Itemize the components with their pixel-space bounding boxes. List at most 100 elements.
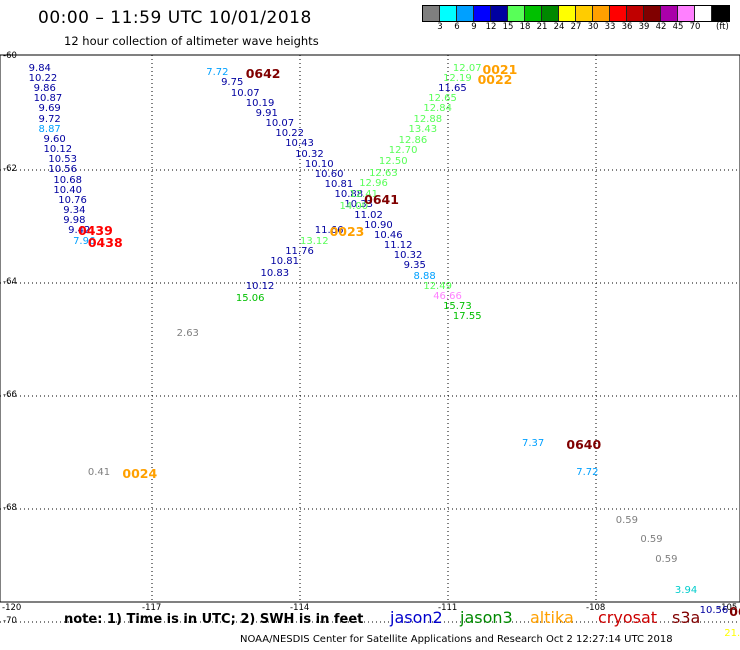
wave-height-value: 7.96 [73, 235, 96, 247]
wave-height-value: 11.12 [383, 240, 413, 252]
wave-height-value: 11.66 [314, 225, 344, 237]
longitude-label: -108 [586, 603, 606, 613]
wave-height-value: 12.41 [349, 189, 378, 201]
observation-time: 0642 [245, 66, 281, 82]
wave-height-value: 10.22 [28, 72, 58, 84]
legend-swatch [661, 6, 678, 21]
wave-height-value: 11.65 [438, 82, 467, 94]
legend-tick-label: 33 [604, 22, 616, 32]
wave-height-value: 10.43 [285, 138, 314, 150]
wave-height-value: 10.07 [230, 87, 260, 99]
wave-height-value: 10.81 [324, 179, 354, 191]
longitude-label: -114 [290, 603, 310, 613]
legend-swatch [593, 6, 610, 21]
legend-tick-label: 39 [638, 22, 650, 32]
wave-height-value: 13.12 [300, 235, 329, 247]
wave-height-value: 12.07 [452, 62, 482, 74]
longitude-label: -111 [438, 603, 458, 613]
wave-height-value: 10.87 [33, 93, 63, 105]
longitude-label: -105 [718, 603, 738, 613]
wave-height-value: 12.50 [378, 156, 408, 168]
wave-height-value: 9.84 [28, 62, 51, 74]
satellite-legend-altika: altika [530, 608, 574, 627]
wave-height-value: 9.86 [33, 82, 56, 94]
observation-time: 0640 [566, 437, 602, 453]
wave-height-value: 9.35 [403, 260, 426, 272]
legend-swatch [695, 6, 712, 21]
wave-height-value: 10.56 [48, 164, 78, 176]
observation-time: 0024 [122, 465, 158, 481]
wave-height-value: 0.59 [640, 534, 663, 546]
latitude-label: -66 [3, 390, 17, 400]
wave-height-value: 14.00 [339, 200, 369, 212]
wave-height-value: 10.12 [245, 280, 275, 292]
legend-swatch [576, 6, 593, 21]
wave-height-value: 46.66 [433, 290, 462, 302]
wave-height-value: 10.60 [314, 168, 344, 180]
legend-swatch [712, 6, 729, 21]
wave-height-value: 0.41 [87, 466, 111, 478]
legend-tick-label: 9 [471, 22, 477, 32]
wave-height-value: 10.56 [699, 605, 729, 617]
longitude-label: -120 [2, 603, 22, 613]
wave-height-value: 11.76 [285, 245, 314, 257]
satellite-legend-jason2: jason2 [390, 608, 443, 627]
latitude-label: -68 [3, 503, 17, 513]
wave-height-value: 9.72 [38, 113, 61, 125]
latitude-label: -70 [3, 616, 17, 626]
wave-height-value: 12.88 [413, 113, 443, 125]
legend-swatch [525, 6, 542, 21]
wave-height-value: 9.69 [38, 103, 61, 115]
wave-height-value: 10.32 [295, 148, 324, 160]
color-scale-legend [422, 5, 730, 22]
wave-height-value: 9.42 [68, 225, 91, 237]
wave-height-value: 7.37 [522, 438, 545, 450]
legend-swatch [559, 6, 576, 21]
observation-time: 063 [729, 604, 740, 620]
wave-height-value: 10.40 [53, 184, 82, 196]
wave-height-value: 12.70 [388, 145, 418, 157]
legend-tick-label: 36 [621, 22, 633, 32]
wave-height-value: 10.10 [304, 158, 334, 170]
legend-tick-label: 24 [553, 22, 565, 32]
wave-height-value: 8.88 [413, 270, 436, 282]
legend-tick-label: 15 [502, 22, 514, 32]
legend-swatch [457, 6, 474, 21]
legend-swatch [610, 6, 627, 21]
legend-tick-label: 45 [672, 22, 684, 32]
wave-height-value: 10.90 [364, 219, 393, 231]
wave-height-value: 10.07 [265, 118, 295, 130]
wave-height-value: 10.32 [393, 250, 423, 262]
credit-line: NOAA/NESDIS Center for Satellite Applica… [240, 634, 673, 645]
wave-height-value: 12.49 [423, 280, 452, 292]
footnote: note: 1) Time is in UTC; 2) SWH is in fe… [64, 612, 364, 627]
legend-tick-label: 21 [536, 22, 548, 32]
wave-height-value: 21.01 [724, 627, 740, 639]
legend-tick-label: 18 [519, 22, 531, 32]
wave-height-value: 3.94 [674, 585, 698, 597]
wave-height-value: 0.59 [615, 514, 638, 526]
wave-height-value: 8.87 [38, 123, 61, 135]
legend-swatch [474, 6, 491, 21]
wave-height-value: 12.96 [359, 177, 388, 189]
wave-height-value: 10.53 [48, 154, 78, 166]
latitude-label: -64 [3, 277, 17, 287]
observation-time: 0023 [329, 224, 365, 240]
wave-height-value: 9.75 [221, 77, 244, 89]
map-gridlines [0, 55, 740, 623]
legend-tick-label: 42 [655, 22, 667, 32]
legend-swatch [644, 6, 661, 21]
longitude-label: -117 [142, 603, 162, 613]
legend-swatch [678, 6, 695, 21]
legend-swatch [627, 6, 644, 21]
wave-height-value: 10.22 [275, 128, 304, 140]
page-title: 00:00 – 11:59 UTC 10/01/2018 [38, 8, 312, 28]
wave-height-value: 17.55 [452, 311, 482, 323]
legend-swatch [423, 6, 440, 21]
legend-tick-label: 12 [485, 22, 497, 32]
wave-height-value: 10.88 [334, 189, 364, 201]
legend-tick-label: 27 [570, 22, 582, 32]
observation-time: 0022 [477, 71, 513, 87]
latitude-label: -60 [3, 51, 17, 61]
